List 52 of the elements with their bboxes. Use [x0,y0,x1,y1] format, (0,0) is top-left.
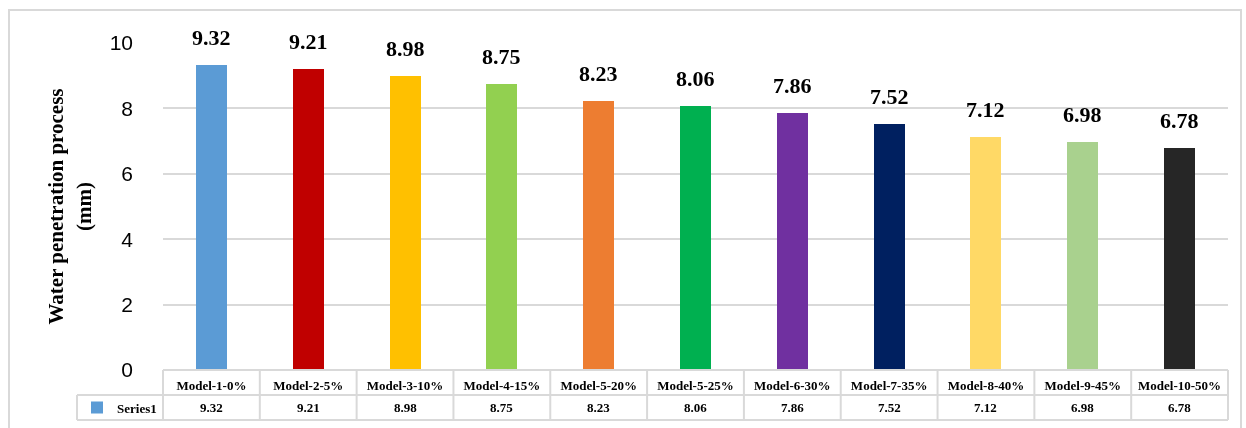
data-label: 7.86 [781,400,805,415]
bar [1067,142,1098,370]
x-tick-label: Model-5-20% [560,378,637,393]
annotation: 6.98 [1063,102,1102,127]
y-tick-label: 8 [121,96,133,120]
data-label: 9.21 [297,400,320,415]
x-tick-label: Model-7-35% [850,378,928,393]
x-tick-label: Model-1-0% [176,378,247,393]
data-label: 7.12 [974,400,997,415]
annotation: 8.98 [386,36,425,61]
bar [777,113,808,370]
legend-label: Series1 [117,400,157,416]
bar [970,137,1001,370]
y-tick-label: 4 [121,227,134,251]
annotation: 8.75 [482,44,521,69]
bar [486,84,517,370]
bar [1164,148,1195,370]
y-tick-label: 0 [121,358,133,382]
bar [390,76,421,370]
x-tick-label: Model-3-10% [366,378,444,393]
data-label: 8.75 [490,400,514,415]
data-label: 8.23 [587,400,611,415]
bar [196,65,227,370]
y-axis-title: Water penetration process (mm) [44,88,96,325]
data-label: 6.78 [1168,400,1192,415]
x-tick-label: Model-5-25% [657,378,734,393]
x-tick-label: Model-8-40% [947,378,1025,393]
annotation: 7.52 [870,84,909,109]
x-tick-label: Model-6-30% [754,378,831,393]
annotation: 7.12 [966,97,1005,122]
x-tick-label: Model-9-45% [1044,378,1122,393]
x-tick-label: Model-4-15% [463,378,541,393]
annotation: 6.78 [1160,108,1199,133]
y-tick-label: 2 [121,292,133,316]
data-label: 8.06 [684,400,708,415]
y-tick-label: 6 [121,162,133,186]
data-label: 8.98 [394,400,418,415]
y-tick-label: 10 [109,31,133,55]
x-tick-label: Model-10-50% [1138,378,1222,393]
bar [583,101,614,370]
annotation: 7.86 [773,73,812,98]
bar [293,69,324,370]
x-tick-label: Model-2-5% [273,378,344,393]
annotation: 9.32 [192,25,231,50]
annotation: 9.21 [289,29,328,54]
annotation: 8.23 [579,61,618,86]
data-label: 9.32 [200,400,223,415]
data-label: 6.98 [1071,400,1095,415]
bar [680,106,711,370]
data-label: 7.52 [878,400,901,415]
annotation: 8.06 [676,66,715,91]
bar [874,124,905,370]
